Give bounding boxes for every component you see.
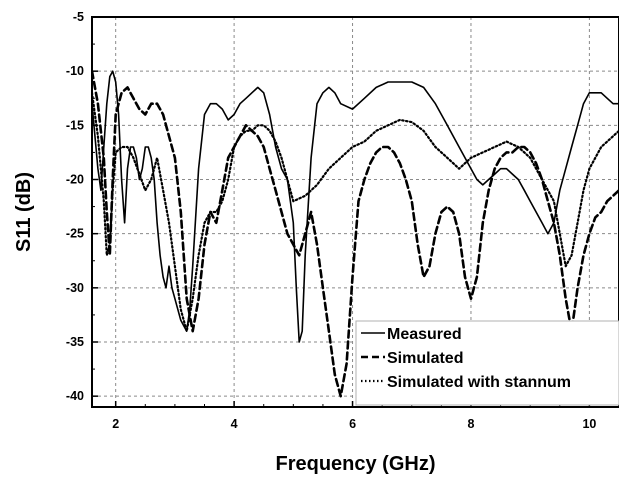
legend-box <box>355 320 619 406</box>
x-tick-label: 4 <box>231 417 238 431</box>
y-tick-label: -5 <box>73 10 84 24</box>
series-lines <box>92 69 619 398</box>
x-tick-label: 6 <box>349 417 356 431</box>
y-tick-label: -25 <box>66 227 84 241</box>
x-tick-label: 10 <box>582 417 596 431</box>
series-line-dotted <box>92 91 619 333</box>
y-tick-label: -30 <box>66 281 84 295</box>
y-tick-label: -20 <box>66 173 84 187</box>
x-tick-label: 8 <box>467 417 474 431</box>
y-axis-title: S11 (dB) <box>13 172 35 252</box>
legend-label: Simulated with stannum <box>387 374 571 391</box>
legend-label: Measured <box>387 326 462 343</box>
legend: Measured Simulated Simulated with stannum <box>355 320 619 406</box>
series-line-solid <box>92 70 619 343</box>
y-tick-label: -35 <box>66 335 84 349</box>
y-tick-label: -40 <box>66 389 84 403</box>
x-axis-title: Frequency (GHz) <box>275 453 435 475</box>
x-tick-label: 2 <box>112 417 119 431</box>
plot-frame <box>91 16 619 408</box>
y-tick-label: -10 <box>66 64 84 78</box>
series-line-dashed <box>92 69 619 398</box>
y-tick-label: -15 <box>66 118 84 132</box>
legend-label: Simulated <box>387 350 463 367</box>
